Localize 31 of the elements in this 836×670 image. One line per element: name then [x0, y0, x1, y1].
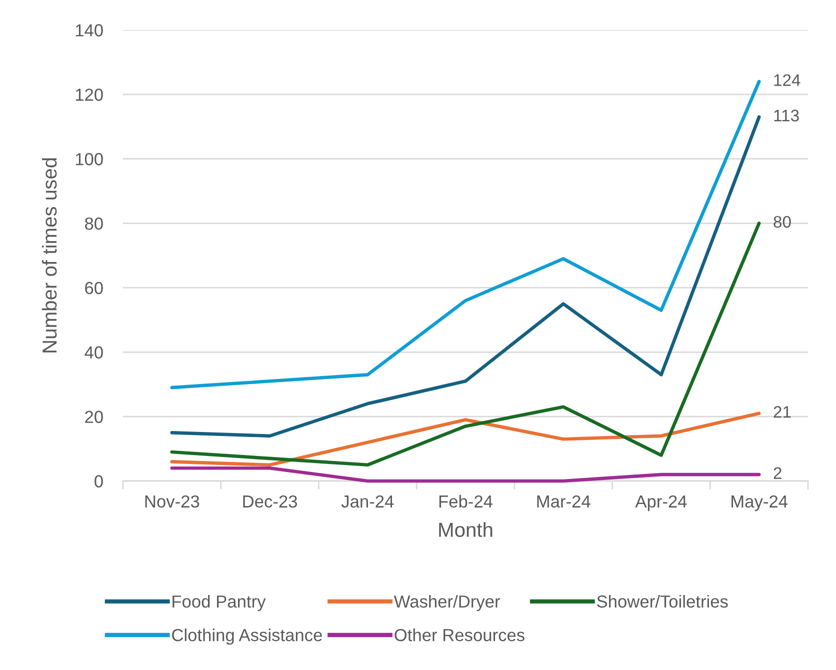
legend-label: Shower/Toiletries: [597, 594, 728, 608]
y-tick-label: 20: [85, 410, 103, 424]
x-tick-label: Dec-23: [243, 495, 298, 508]
x-tick-label: Feb-24: [439, 494, 492, 508]
x-tick-label: Mar-24: [537, 495, 590, 508]
y-tick-label: 60: [85, 282, 103, 294]
y-tick-label: 80: [85, 217, 103, 230]
line-series: [170, 80, 761, 390]
data-label: 124: [774, 74, 800, 86]
y-axis-title: Number of times used: [42, 158, 57, 352]
x-tick-label: Jan-24: [341, 495, 394, 508]
line-series: [170, 222, 761, 467]
legend-label: Clothing Assistance: [172, 628, 322, 645]
data-label: 21: [774, 406, 791, 418]
data-label: 80: [774, 216, 791, 228]
legend-label: Food Pantry: [172, 594, 266, 612]
data-label: 113: [774, 110, 799, 122]
line-series: [170, 115, 761, 438]
x-tick-label: Nov-23: [145, 495, 200, 508]
line-series: [170, 412, 761, 467]
y-tick-label: 140: [76, 24, 103, 36]
x-axis-title: Month: [439, 522, 492, 537]
x-tick-label: Apr-24: [635, 495, 687, 512]
y-tick-label: 0: [94, 475, 103, 488]
x-tick-label: May-24: [732, 495, 788, 512]
y-tick-label: 40: [84, 346, 103, 359]
y-tick-label: 100: [76, 153, 103, 166]
legend-label: Washer/Dryer: [394, 594, 500, 612]
y-tick-label: 120: [76, 88, 103, 101]
data-label: 2: [774, 467, 782, 479]
legend-label: Other Resources: [394, 628, 524, 642]
